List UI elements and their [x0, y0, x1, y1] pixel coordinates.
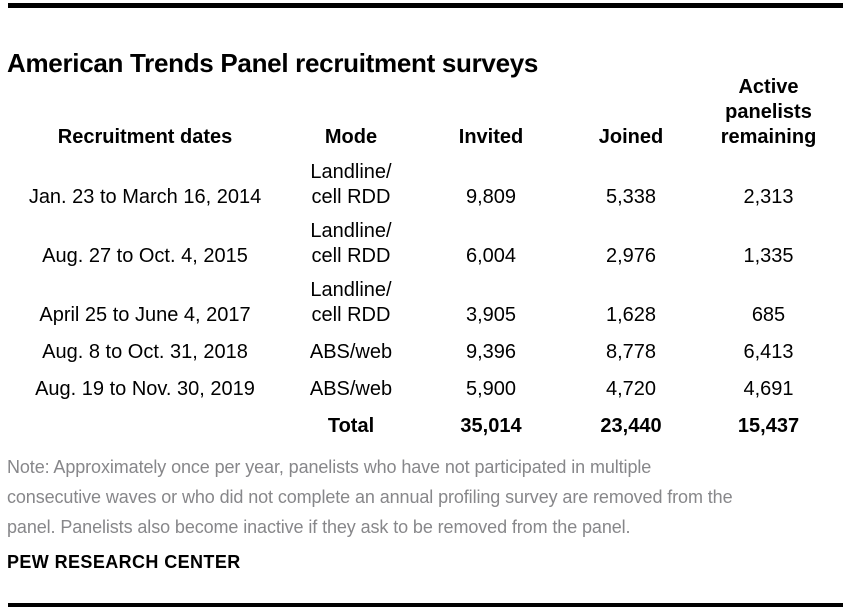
- column-header-active-panelists-remaining: Active panelists remaining: [692, 75, 845, 151]
- mode-cell: Landline/ cell RDD: [310, 220, 392, 267]
- mode-cell: Landline/ cell RDD: [310, 161, 392, 208]
- table-total-row: Total 35,014 23,440 15,437: [0, 402, 845, 439]
- column-header-mode: Mode: [324, 126, 378, 148]
- active-remaining-cell: 4,691: [743, 378, 794, 400]
- column-header-invited: Invited: [458, 126, 524, 148]
- active-remaining-cell: 1,335: [743, 245, 794, 267]
- total-joined-cell: 23,440: [600, 415, 662, 437]
- mode-cell: ABS/web: [309, 341, 393, 363]
- table-header-row: Recruitment dates Mode Invited Joined Ac…: [0, 75, 845, 151]
- pew-research-center-wordmark: PEW RESEARCH CENTER: [7, 552, 241, 572]
- joined-cell: 1,628: [605, 304, 657, 326]
- joined-cell: 4,720: [605, 378, 657, 400]
- active-remaining-cell: 685: [751, 304, 786, 326]
- joined-cell: 8,778: [605, 341, 657, 363]
- top-rule: [8, 3, 843, 8]
- footnote-line: panel. Panelists also become inactive if…: [7, 517, 631, 537]
- recruitment-dates-cell: Aug. 27 to Oct. 4, 2015: [42, 245, 248, 267]
- figure-title: American Trends Panel recruitment survey…: [7, 48, 539, 79]
- footnote-line: consecutive waves or who did not complet…: [7, 487, 733, 507]
- table-row: April 25 to June 4, 2017 Landline/ cell …: [0, 269, 845, 328]
- column-header-active-label: Active panelists remaining: [720, 76, 817, 148]
- invited-cell: 5,900: [465, 378, 517, 400]
- total-invited-cell: 35,014: [460, 415, 522, 437]
- column-header-joined: Joined: [598, 126, 664, 148]
- total-label-cell: Total: [327, 415, 375, 437]
- recruitment-dates-cell: Aug. 19 to Nov. 30, 2019: [35, 378, 255, 400]
- invited-cell: 3,905: [465, 304, 517, 326]
- table-row: Aug. 19 to Nov. 30, 2019 ABS/web 5,900 4…: [0, 365, 845, 402]
- table-row: Aug. 8 to Oct. 31, 2018 ABS/web 9,396 8,…: [0, 328, 845, 365]
- mode-cell: Landline/ cell RDD: [310, 279, 392, 326]
- recruitment-dates-cell: Aug. 8 to Oct. 31, 2018: [42, 341, 248, 363]
- mode-cell: ABS/web: [309, 378, 393, 400]
- active-remaining-cell: 6,413: [743, 341, 794, 363]
- total-active-cell: 15,437: [737, 415, 800, 437]
- joined-cell: 5,338: [605, 186, 657, 208]
- invited-cell: 9,809: [465, 186, 517, 208]
- recruitment-dates-cell: April 25 to June 4, 2017: [39, 304, 251, 326]
- footnote: Note: Approximately once per year, panel…: [7, 452, 843, 542]
- column-header-recruitment-dates: Recruitment dates: [57, 126, 233, 148]
- table-row: Jan. 23 to March 16, 2014 Landline/ cell…: [0, 151, 845, 210]
- invited-cell: 9,396: [465, 341, 517, 363]
- bottom-rule: [8, 603, 843, 607]
- joined-cell: 2,976: [605, 245, 657, 267]
- table-row: Aug. 27 to Oct. 4, 2015 Landline/ cell R…: [0, 210, 845, 269]
- recruitment-surveys-table: Recruitment dates Mode Invited Joined Ac…: [0, 75, 845, 439]
- active-remaining-cell: 2,313: [743, 186, 794, 208]
- footnote-line: Note: Approximately once per year, panel…: [7, 457, 652, 477]
- recruitment-dates-cell: Jan. 23 to March 16, 2014: [28, 186, 262, 208]
- total-empty-cell: [0, 402, 290, 439]
- invited-cell: 6,004: [465, 245, 517, 267]
